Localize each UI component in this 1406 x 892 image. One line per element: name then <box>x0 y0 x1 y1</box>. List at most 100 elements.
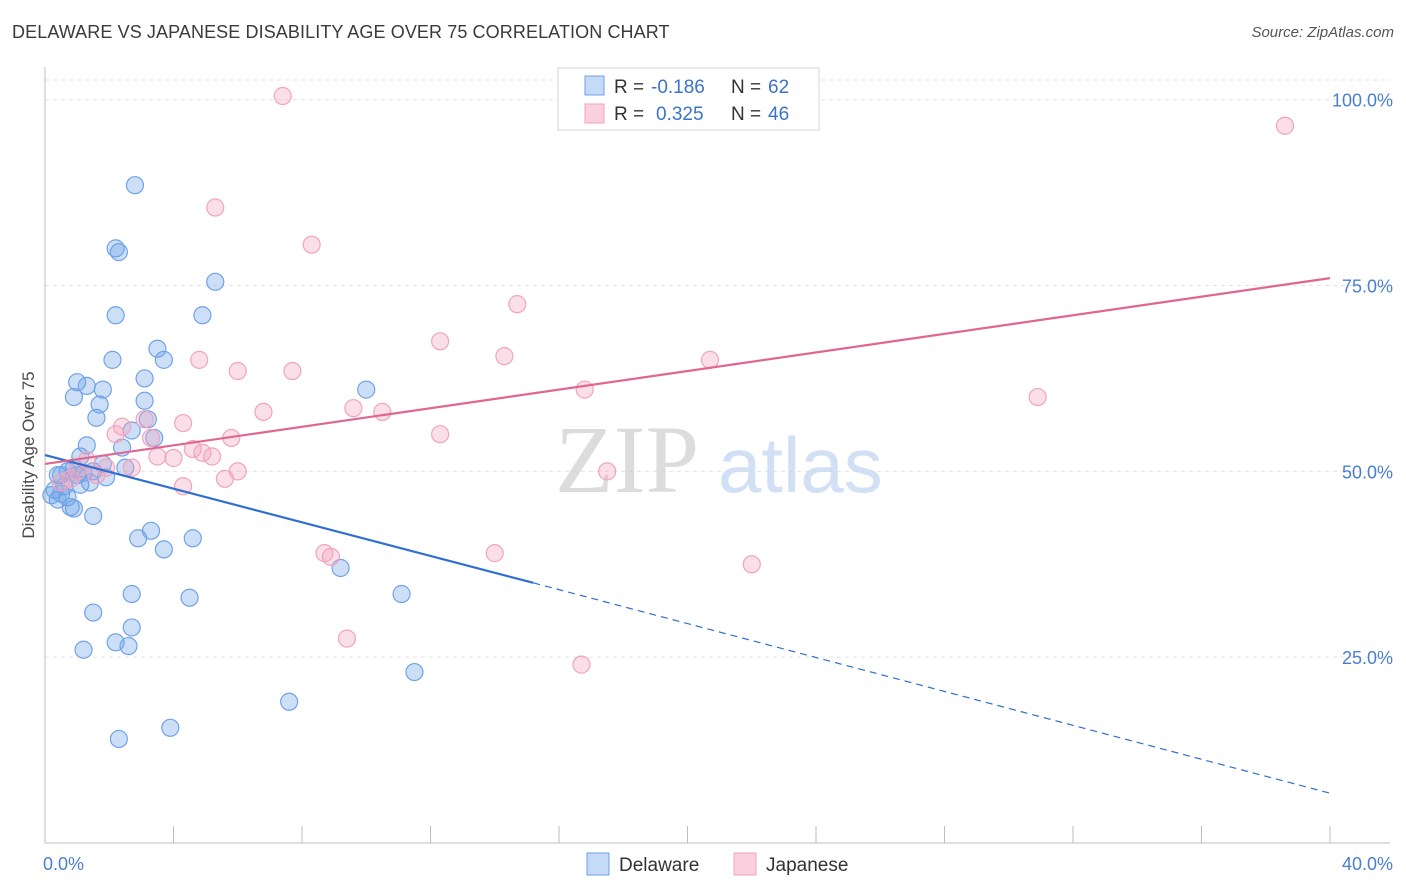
legend-r-delaware: -0.186 <box>651 77 705 98</box>
japanese-point <box>135 410 154 429</box>
delaware-point <box>64 499 84 518</box>
delaware-point <box>84 603 103 622</box>
grid-lines <box>45 79 1390 658</box>
trend-lines <box>44 277 1331 794</box>
japanese-point <box>431 332 450 351</box>
japanese-point <box>373 402 392 422</box>
delaware-point <box>125 176 145 195</box>
japanese-point <box>508 295 527 314</box>
delaware-point <box>64 387 84 407</box>
x-tick-label-start: 0.0% <box>43 854 84 874</box>
delaware-point <box>154 540 173 559</box>
japanese-point <box>485 544 504 563</box>
legend-n-delaware: 62 <box>768 77 789 98</box>
delaware-point <box>80 473 100 492</box>
japanese-point <box>742 555 761 574</box>
delaware-point <box>357 380 376 399</box>
delaware-point <box>135 391 154 410</box>
bottom-legend-delaware: Delaware <box>619 855 699 876</box>
japanese-point <box>572 655 591 674</box>
japanese-point <box>273 86 292 106</box>
delaware-point <box>103 350 122 369</box>
japanese-point <box>321 547 341 566</box>
japanese-point <box>283 361 302 381</box>
japanese-point <box>106 425 125 444</box>
delaware-points <box>42 176 424 749</box>
y-tick-label: 100.0% <box>1332 91 1393 111</box>
delaware-point <box>74 640 93 659</box>
japanese-point <box>61 469 80 488</box>
source-credit: Source: ZipAtlas.com <box>1251 24 1394 41</box>
legend-n-label-delaware: N = <box>731 77 761 98</box>
delaware-point <box>77 376 96 395</box>
delaware-point <box>141 521 161 540</box>
japanese-point <box>1275 116 1295 135</box>
legend-n-japanese: 46 <box>768 104 789 125</box>
delaware-point <box>135 369 154 388</box>
bottom-legend-japanese: Japanese <box>766 855 848 876</box>
japanese-point <box>183 439 202 459</box>
watermark-zip: ZIP <box>555 406 699 513</box>
legend-r-japanese: 0.325 <box>656 104 704 125</box>
japanese-point <box>254 402 273 422</box>
watermark: ZIP atlas <box>555 406 883 513</box>
japanese-point <box>190 350 209 369</box>
legend-box: R = -0.186 N = 62 R = 0.325 N = 46 <box>557 67 820 131</box>
delaware-point <box>206 272 225 291</box>
delaware-trend-extension <box>533 582 1331 794</box>
japanese-point <box>202 447 222 466</box>
japanese-point <box>141 428 161 448</box>
japanese-point <box>1028 387 1047 407</box>
japanese-point <box>164 448 183 468</box>
japanese-point <box>575 380 594 399</box>
y-tick-label: 50.0% <box>1342 462 1393 482</box>
japanese-point <box>337 629 357 648</box>
delaware-point <box>193 306 212 325</box>
legend-r-label-delaware: R = <box>614 77 644 98</box>
chart-title: DELAWARE VS JAPANESE DISABILITY AGE OVER… <box>12 22 670 42</box>
japanese-point <box>87 465 106 485</box>
delaware-point <box>119 636 138 656</box>
tick-labels: 25.0% 50.0% 75.0% 100.0% 0.0% 40.0% <box>43 91 1393 874</box>
delaware-point <box>87 408 106 427</box>
legend-r-label-japanese: R = <box>614 104 644 125</box>
japanese-point <box>122 458 141 477</box>
delaware-point <box>183 529 202 548</box>
delaware-point <box>109 729 128 749</box>
japanese-points <box>51 86 1295 674</box>
japanese-point <box>228 462 247 481</box>
delaware-point <box>154 350 173 369</box>
delaware-trend-line <box>44 453 534 584</box>
delaware-point <box>148 339 167 358</box>
y-axis-label: Disability Age Over 75 <box>19 371 38 538</box>
delaware-point <box>109 243 128 262</box>
japanese-point <box>148 447 167 466</box>
delaware-point <box>68 373 87 392</box>
delaware-point <box>122 584 141 604</box>
watermark-atlas: atlas <box>718 421 883 509</box>
bottom-legend-swatch-delaware <box>586 852 610 876</box>
x-tick-label-end: 40.0% <box>1342 854 1393 874</box>
delaware-point <box>161 718 180 737</box>
y-tick-label: 75.0% <box>1342 277 1393 297</box>
delaware-point <box>77 436 96 455</box>
delaware-point <box>180 588 199 607</box>
japanese-point <box>206 198 225 217</box>
bottom-legend: Delaware Japanese <box>586 852 848 876</box>
bottom-legend-swatch-japanese <box>733 852 757 876</box>
delaware-point <box>122 618 141 637</box>
axes <box>44 67 1390 844</box>
delaware-point <box>106 306 125 325</box>
japanese-point <box>51 473 71 492</box>
japanese-point <box>174 413 193 433</box>
japanese-point <box>495 347 514 366</box>
japanese-point <box>228 361 247 381</box>
legend-swatch-delaware <box>584 75 605 96</box>
delaware-point <box>392 584 411 604</box>
japanese-point <box>431 425 450 444</box>
japanese-point <box>302 235 321 254</box>
y-tick-label: 25.0% <box>1342 648 1393 668</box>
delaware-point <box>405 662 424 682</box>
delaware-point <box>280 692 299 711</box>
